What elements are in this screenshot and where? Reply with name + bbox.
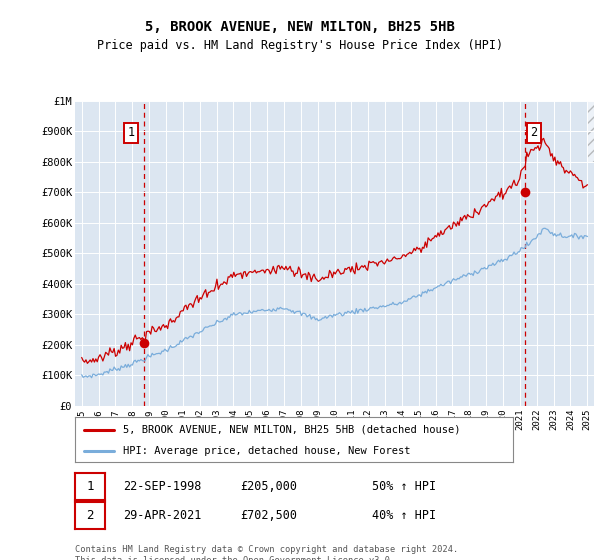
Text: Contains HM Land Registry data © Crown copyright and database right 2024.
This d: Contains HM Land Registry data © Crown c… — [75, 545, 458, 560]
Text: £702,500: £702,500 — [240, 509, 297, 522]
Text: 2: 2 — [530, 127, 537, 139]
Text: 50% ↑ HPI: 50% ↑ HPI — [372, 479, 436, 493]
Text: Price paid vs. HM Land Registry's House Price Index (HPI): Price paid vs. HM Land Registry's House … — [97, 39, 503, 52]
Text: £205,000: £205,000 — [240, 479, 297, 493]
Text: 22-SEP-1998: 22-SEP-1998 — [123, 479, 202, 493]
Text: 1: 1 — [127, 127, 134, 139]
Text: HPI: Average price, detached house, New Forest: HPI: Average price, detached house, New … — [123, 446, 410, 456]
Text: 40% ↑ HPI: 40% ↑ HPI — [372, 509, 436, 522]
Text: 5, BROOK AVENUE, NEW MILTON, BH25 5HB (detached house): 5, BROOK AVENUE, NEW MILTON, BH25 5HB (d… — [123, 424, 461, 435]
Polygon shape — [587, 101, 594, 162]
Text: 29-APR-2021: 29-APR-2021 — [123, 509, 202, 522]
Text: 5, BROOK AVENUE, NEW MILTON, BH25 5HB: 5, BROOK AVENUE, NEW MILTON, BH25 5HB — [145, 20, 455, 34]
Text: 1: 1 — [86, 479, 94, 493]
Text: 2: 2 — [86, 509, 94, 522]
